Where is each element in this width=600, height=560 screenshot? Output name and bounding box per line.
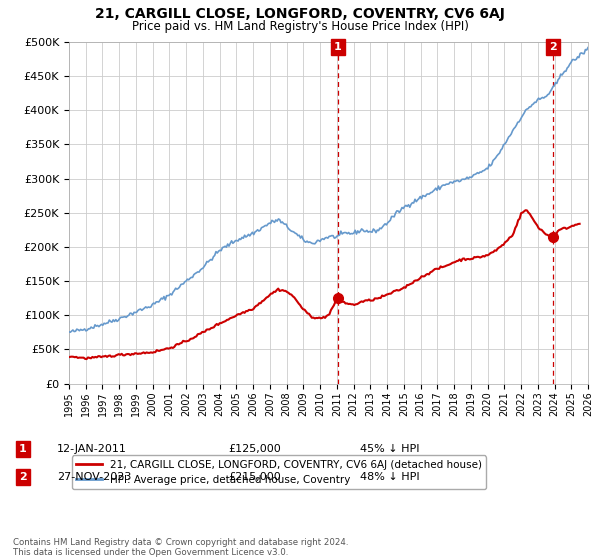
Legend: 21, CARGILL CLOSE, LONGFORD, COVENTRY, CV6 6AJ (detached house), HPI: Average pr: 21, CARGILL CLOSE, LONGFORD, COVENTRY, C… [71, 455, 487, 489]
Text: 2: 2 [19, 472, 26, 482]
Text: £125,000: £125,000 [228, 444, 281, 454]
Text: 27-NOV-2023: 27-NOV-2023 [57, 472, 131, 482]
Text: 1: 1 [334, 42, 341, 52]
Text: 2: 2 [549, 42, 557, 52]
Text: 1: 1 [19, 444, 26, 454]
Text: Price paid vs. HM Land Registry's House Price Index (HPI): Price paid vs. HM Land Registry's House … [131, 20, 469, 33]
Text: 48% ↓ HPI: 48% ↓ HPI [360, 472, 419, 482]
Text: £215,000: £215,000 [228, 472, 281, 482]
Text: Contains HM Land Registry data © Crown copyright and database right 2024.
This d: Contains HM Land Registry data © Crown c… [13, 538, 349, 557]
Text: 12-JAN-2011: 12-JAN-2011 [57, 444, 127, 454]
Text: 21, CARGILL CLOSE, LONGFORD, COVENTRY, CV6 6AJ: 21, CARGILL CLOSE, LONGFORD, COVENTRY, C… [95, 7, 505, 21]
Text: 45% ↓ HPI: 45% ↓ HPI [360, 444, 419, 454]
